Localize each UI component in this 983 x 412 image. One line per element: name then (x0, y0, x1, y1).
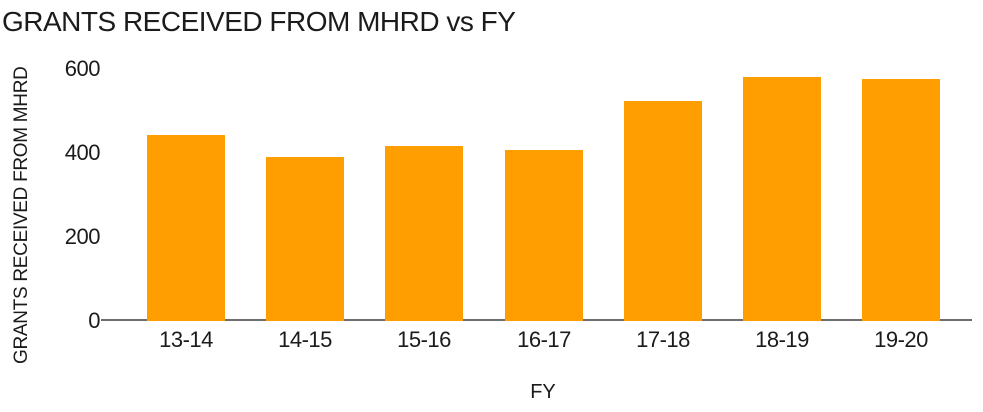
x-axis-title: FY (530, 381, 556, 403)
y-tick-label-0: 0 (88, 308, 100, 333)
x-tick-label-17-18: 17-18 (636, 327, 690, 352)
bar-13-14[interactable] (147, 135, 225, 321)
y-tick-label-400: 400 (64, 140, 101, 165)
bar-16-17[interactable] (505, 150, 583, 321)
bar-19-20[interactable] (862, 79, 940, 321)
bar-18-19[interactable] (743, 77, 821, 321)
bar-15-16[interactable] (385, 146, 463, 321)
x-tick-label-15-16: 15-16 (397, 327, 451, 352)
y-tick-label-600: 600 (64, 56, 101, 81)
x-tick-label-19-20: 19-20 (874, 327, 928, 352)
x-tick-label-16-17: 16-17 (517, 327, 571, 352)
x-tick-label-18-19: 18-19 (755, 327, 809, 352)
x-tick-label-14-15: 14-15 (278, 327, 332, 352)
y-tick-label-200: 200 (64, 224, 101, 249)
bar-14-15[interactable] (266, 157, 344, 321)
x-tick-label-13-14: 13-14 (159, 327, 213, 352)
chart-title: GRANTS RECEIVED FROM MHRD vs FY (2, 6, 516, 37)
bar-17-18[interactable] (624, 101, 702, 321)
